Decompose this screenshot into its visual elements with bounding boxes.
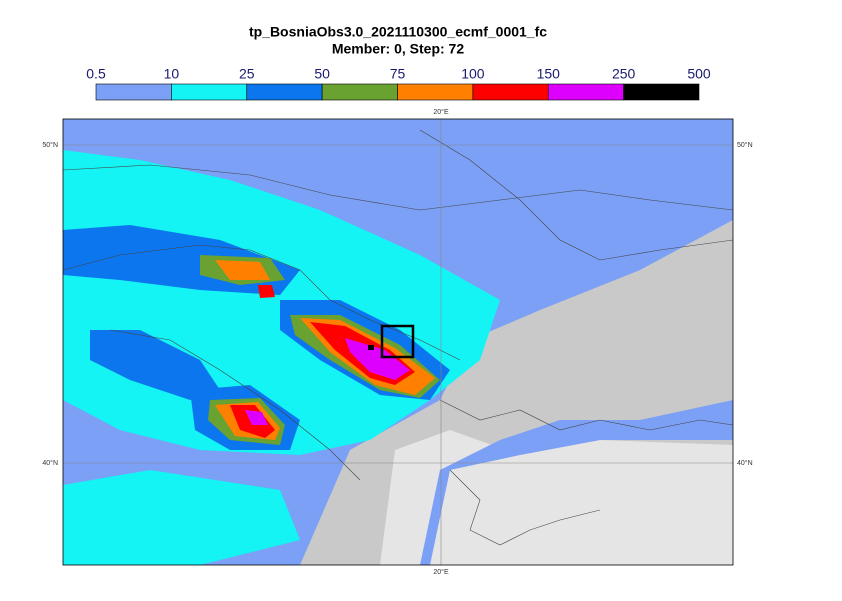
rain-area [420, 400, 733, 565]
colorbar-label: 10 [164, 66, 180, 82]
colorbar-label: 100 [461, 66, 485, 82]
rain-area [90, 330, 220, 400]
border [419, 129, 733, 261]
colorbar-segment [95, 83, 172, 101]
subtitle: Member: 0, Step: 72 [332, 41, 464, 57]
rain-area [368, 345, 374, 350]
lon-label: 20°E [433, 108, 449, 116]
colorbar-segment [472, 83, 549, 101]
colorbar: 0.5 10 25 50 75 100 150 250 500 [86, 66, 711, 101]
lat-label: 50°N [42, 141, 58, 149]
coastline [449, 469, 601, 546]
border [63, 244, 461, 361]
colorbar-label: 250 [612, 66, 636, 82]
colorbar-label: 25 [239, 66, 255, 82]
border [63, 164, 733, 211]
colorbar-segment [397, 83, 474, 101]
lon-label: 20°E [433, 568, 449, 576]
rain-area [215, 260, 270, 280]
title: tp_BosniaObs3.0_2021110300_ecmf_0001_fc [249, 24, 547, 40]
rain-area [63, 470, 300, 565]
domain-box [380, 324, 415, 359]
colorbar-label: 50 [314, 66, 330, 82]
colorbar-label: 150 [537, 66, 561, 82]
colorbar-segment [171, 83, 248, 101]
colorbar-segment [321, 83, 398, 101]
lat-label: 40°N [737, 459, 753, 467]
coastline [109, 329, 361, 481]
coastline [439, 399, 733, 431]
rain-area [345, 338, 410, 380]
colorbar-segment [547, 83, 624, 101]
rain-area [258, 285, 275, 298]
colorbar-label: 75 [390, 66, 406, 82]
lat-label: 50°N [737, 141, 753, 149]
lat-label: 40°N [42, 459, 58, 467]
map-frame [62, 118, 734, 566]
colorbar-segment [246, 83, 323, 101]
colorbar-label: 0.5 [86, 66, 106, 82]
map [63, 119, 733, 565]
colorbar-segment [623, 83, 700, 101]
rain-area [245, 410, 268, 425]
colorbar-label: 500 [687, 66, 711, 82]
